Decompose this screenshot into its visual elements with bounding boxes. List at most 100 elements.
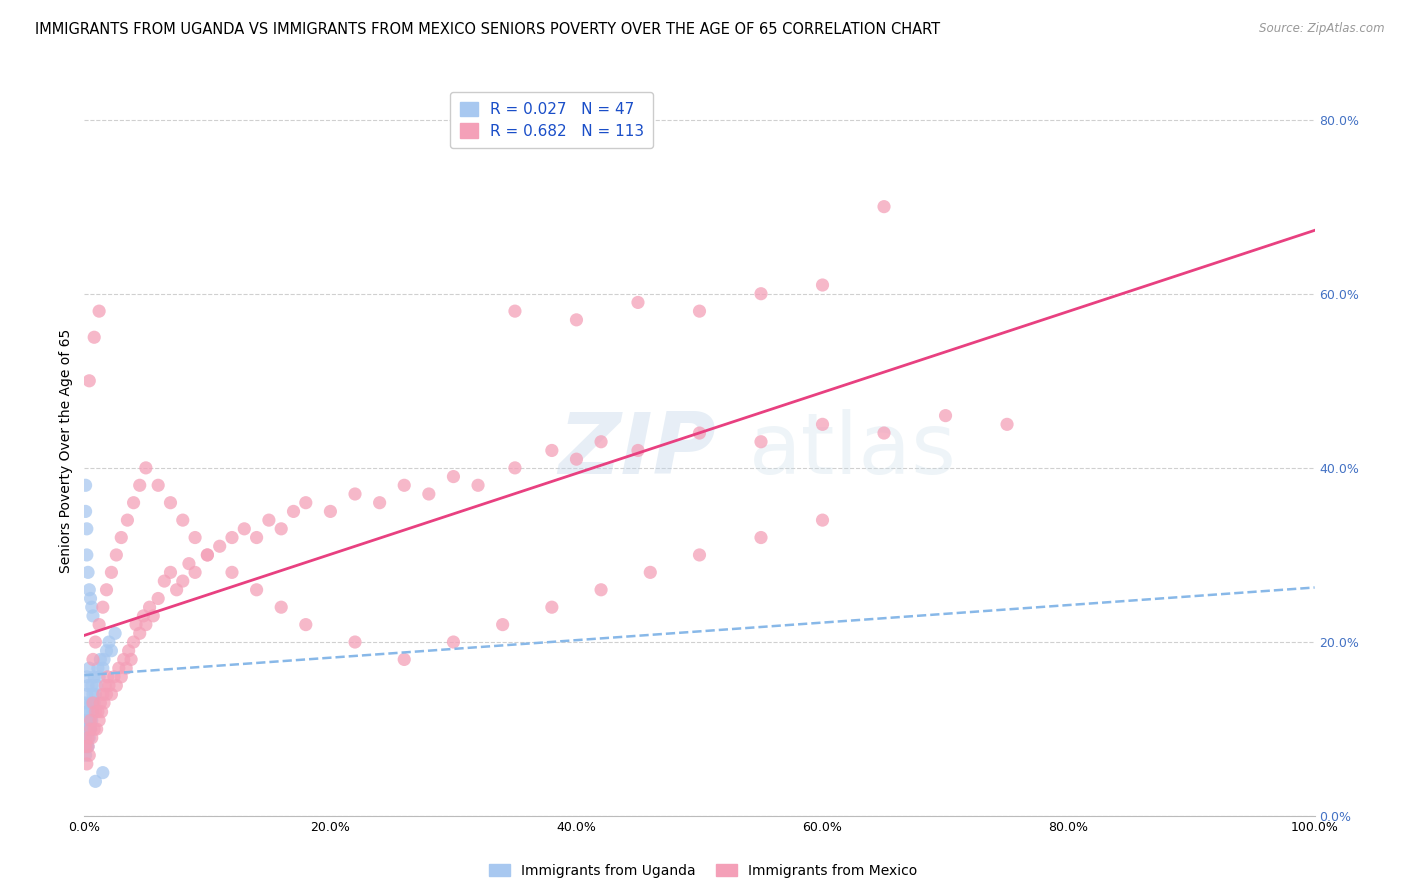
- Point: [97, 670, 120, 684]
- Point: [591, 582, 613, 597]
- Point: [120, 652, 142, 666]
- Point: [75, 696, 97, 710]
- Point: [75, 739, 97, 754]
- Text: Source: ZipAtlas.com: Source: ZipAtlas.com: [1260, 22, 1385, 36]
- Point: [105, 679, 128, 693]
- Point: [76, 548, 98, 562]
- Point: [132, 608, 155, 623]
- Point: [87, 617, 111, 632]
- Point: [197, 548, 219, 562]
- Point: [148, 478, 170, 492]
- Text: IMMIGRANTS FROM UGANDA VS IMMIGRANTS FROM MEXICO SENIORS POVERTY OVER THE AGE OF: IMMIGRANTS FROM UGANDA VS IMMIGRANTS FRO…: [35, 22, 941, 37]
- Point: [128, 478, 150, 492]
- Point: [233, 522, 256, 536]
- Point: [76, 687, 98, 701]
- Point: [76, 522, 98, 536]
- Point: [467, 478, 489, 492]
- Point: [153, 574, 176, 588]
- Point: [86, 679, 108, 693]
- Point: [103, 670, 125, 684]
- Point: [197, 548, 219, 562]
- Point: [148, 591, 170, 606]
- Point: [221, 566, 243, 580]
- Point: [87, 705, 110, 719]
- Point: [75, 731, 97, 745]
- Point: [93, 696, 115, 710]
- Point: [75, 504, 97, 518]
- Point: [344, 487, 367, 501]
- Point: [91, 661, 114, 675]
- Point: [172, 574, 194, 588]
- Point: [79, 374, 101, 388]
- Point: [492, 617, 515, 632]
- Point: [82, 705, 104, 719]
- Point: [118, 644, 141, 658]
- Point: [166, 582, 188, 597]
- Point: [184, 566, 207, 580]
- Point: [77, 739, 100, 754]
- Point: [76, 756, 98, 771]
- Point: [995, 417, 1018, 432]
- Point: [77, 566, 100, 580]
- Point: [270, 600, 292, 615]
- Point: [105, 548, 128, 562]
- Point: [159, 496, 181, 510]
- Point: [76, 722, 98, 736]
- Point: [627, 295, 650, 310]
- Point: [90, 705, 112, 719]
- Point: [98, 635, 120, 649]
- Point: [689, 548, 711, 562]
- Point: [76, 705, 98, 719]
- Point: [84, 687, 107, 701]
- Point: [811, 513, 834, 527]
- Point: [319, 504, 342, 518]
- Point: [79, 731, 101, 745]
- Point: [142, 608, 165, 623]
- Point: [394, 652, 416, 666]
- Point: [89, 652, 111, 666]
- Text: ZIP: ZIP: [558, 409, 716, 492]
- Point: [627, 443, 650, 458]
- Point: [125, 617, 148, 632]
- Point: [112, 652, 135, 666]
- Point: [75, 714, 97, 728]
- Point: [77, 705, 100, 719]
- Point: [91, 765, 114, 780]
- Point: [110, 531, 132, 545]
- Point: [811, 417, 834, 432]
- Point: [873, 425, 896, 440]
- Point: [344, 635, 367, 649]
- Point: [87, 714, 111, 728]
- Point: [76, 739, 98, 754]
- Point: [749, 531, 772, 545]
- Point: [640, 566, 662, 580]
- Point: [689, 304, 711, 318]
- Point: [77, 679, 100, 693]
- Point: [83, 670, 105, 684]
- Point: [108, 661, 131, 675]
- Point: [77, 722, 100, 736]
- Point: [565, 452, 588, 467]
- Point: [79, 696, 101, 710]
- Point: [257, 513, 280, 527]
- Point: [135, 461, 157, 475]
- Point: [443, 469, 465, 483]
- Point: [117, 513, 139, 527]
- Point: [79, 591, 101, 606]
- Point: [100, 566, 122, 580]
- Point: [368, 496, 391, 510]
- Point: [84, 774, 107, 789]
- Point: [221, 531, 243, 545]
- Point: [87, 661, 110, 675]
- Point: [270, 522, 292, 536]
- Point: [749, 286, 772, 301]
- Point: [591, 434, 613, 449]
- Point: [79, 748, 101, 763]
- Point: [79, 714, 101, 728]
- Point: [246, 582, 269, 597]
- Point: [87, 304, 111, 318]
- Point: [184, 531, 207, 545]
- Point: [418, 487, 440, 501]
- Point: [79, 661, 101, 675]
- Point: [79, 714, 101, 728]
